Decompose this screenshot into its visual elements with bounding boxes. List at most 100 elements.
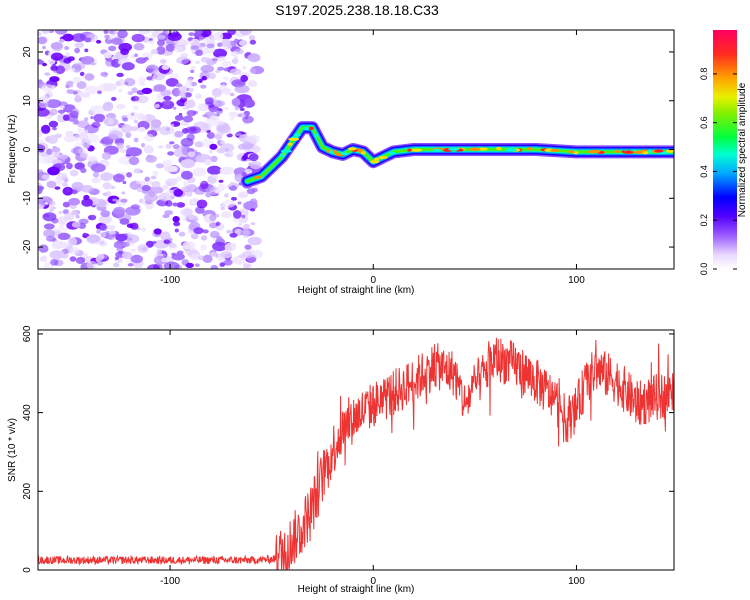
colorbar-tick-label: 0.8 [699,68,709,81]
noise-blob [209,115,217,120]
noise-blob [91,121,101,128]
noise-blob [163,100,171,106]
noise-blob [44,201,49,205]
noise-blob [230,51,239,57]
ridge-peak [478,147,488,151]
noise-blob [42,62,47,67]
ridge-peak [410,148,423,152]
noise-blob [69,67,76,72]
noise-blob [51,243,60,250]
noise-blob [248,80,258,87]
noise-blob [196,199,208,209]
noise-blob [95,257,102,263]
noise-blob [161,184,169,190]
noise-blob [242,155,248,161]
noise-blob [145,155,157,163]
noise-blob [217,56,227,62]
noise-blob [217,183,226,192]
noise-blob [155,163,165,169]
noise-blob [161,257,168,263]
ridge-peak [329,150,334,154]
noise-blob [229,232,238,238]
noise-blob [41,124,51,134]
noise-blob [190,45,199,51]
noise-blob [209,143,218,150]
noise-blob [164,210,174,216]
noise-blob [44,72,51,76]
noise-blob [116,103,126,110]
noise-blob [157,39,165,46]
noise-blob [180,159,196,169]
noise-blob [165,200,173,207]
noise-blob [62,182,68,187]
noise-blob [220,140,226,145]
noise-blob [50,52,64,61]
noise-blob [248,162,252,166]
noise-blob [234,228,243,236]
noise-blob [169,141,175,145]
noise-blob [173,188,184,197]
ridge-peak [308,126,314,130]
noise-blob [90,116,94,120]
noise-blob [77,148,86,155]
noise-blob [158,145,164,149]
noise-blob [210,264,218,269]
noise-blob [114,256,119,260]
noise-blob [74,95,82,103]
noise-blob [172,202,178,207]
noise-blob [133,119,139,124]
noise-blob [238,40,248,46]
noise-blob [119,218,130,225]
noise-blob [248,34,256,41]
ridge-peak [654,149,664,153]
noise-blob [138,127,146,132]
noise-blob [82,72,96,82]
noise-blob [75,214,80,219]
noise-blob [137,114,147,121]
noise-blob [186,40,191,44]
y-tick-label: -10 [22,191,33,206]
noise-blob [214,133,223,140]
noise-blob [216,113,220,117]
noise-blob [91,177,101,184]
noise-blob [108,230,117,235]
noise-blob [86,234,101,244]
noise-blob [217,66,225,71]
noise-blob [247,236,262,246]
noise-blob [188,32,195,36]
snr-ticks: -100 0 100 0 200 400 600 [22,325,674,587]
noise-blob [90,105,106,115]
noise-blob [194,141,204,148]
noise-blob [115,233,128,242]
noise-blob [64,45,70,51]
noise-blob [122,117,129,122]
noise-blob [174,228,179,233]
noise-blob [220,211,232,219]
ridge-peak [642,151,649,155]
noise-blob [190,65,196,71]
noise-blob [69,247,80,255]
noise-blob [103,117,114,126]
noise-blob [173,221,181,227]
x-tick-label: 0 [370,275,376,286]
noise-blob [112,262,120,268]
noise-blob [74,47,80,54]
noise-blob [249,68,257,74]
noise-blob [63,57,72,64]
noise-blob [230,196,238,201]
noise-blob [229,68,242,75]
noise-blob [84,48,89,53]
ridge-peak [378,155,388,160]
noise-blob [158,125,175,135]
noise-blob [49,111,55,116]
noise-blob [93,113,106,123]
noise-blob [111,37,123,45]
noise-blob [213,49,221,54]
y-tick-label: 200 [22,483,33,500]
noise-blob [71,221,81,228]
noise-blob [122,251,133,260]
noise-blob [187,214,196,221]
noise-blob [38,58,43,65]
noise-blob [195,93,203,99]
